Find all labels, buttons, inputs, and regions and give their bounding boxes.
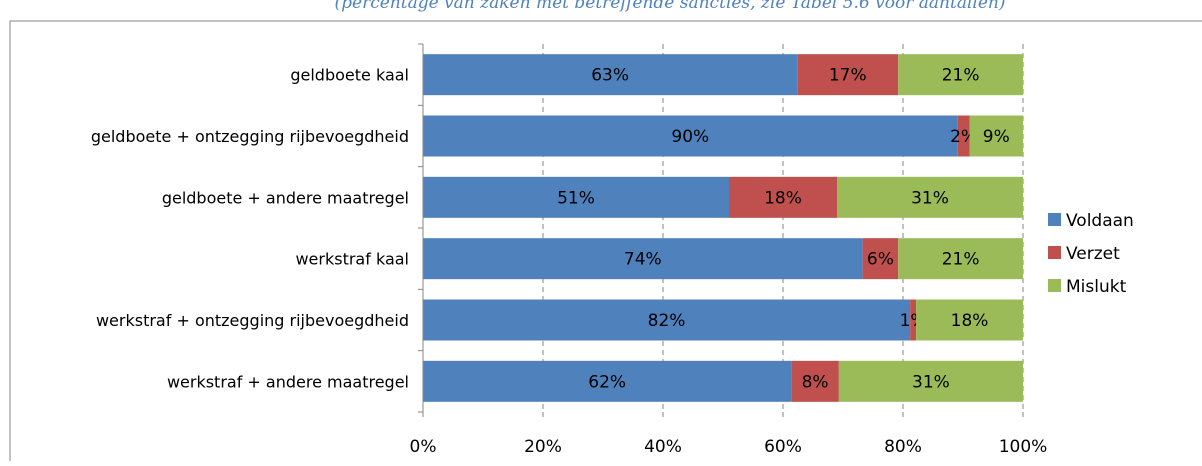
data-label: 63% xyxy=(591,66,629,86)
category-label: werkstraf kaal xyxy=(295,250,409,269)
data-label: 6% xyxy=(867,250,894,270)
x-tick-label: 80% xyxy=(884,437,922,457)
chart-caption: (percentage van zaken met betreffende sa… xyxy=(335,0,1006,13)
legend-swatch-voldaan xyxy=(1048,213,1061,226)
x-tick-label: 20% xyxy=(524,437,562,457)
data-label: 31% xyxy=(912,372,950,392)
bar-segment-voldaan xyxy=(423,299,911,341)
x-tick-label: 40% xyxy=(644,437,682,457)
bar-segment-voldaan xyxy=(423,54,798,96)
bar-segment-verzet xyxy=(797,54,899,96)
data-label: 9% xyxy=(983,127,1010,147)
x-tick-label: 100% xyxy=(999,437,1048,457)
legend-label-mislukt: Mislukt xyxy=(1066,277,1127,297)
data-label: 8% xyxy=(802,372,829,392)
bar-segment-voldaan xyxy=(423,176,729,218)
bar-segment-verzet xyxy=(791,360,839,402)
bar-segment-mislukt xyxy=(916,299,1023,341)
bars: 63% 17% 21%90% 2% 9%51% 18% 31%74% 6% 21%82% 1% 18… xyxy=(423,54,1023,402)
data-label: 90% xyxy=(671,127,709,147)
legend-swatch-mislukt xyxy=(1048,279,1061,292)
data-label: 21% xyxy=(942,66,980,86)
axes: 0% 20% 40% 60% 80% 100% geldboete kaal geldboet… xyxy=(91,43,1048,457)
bar-segment-mislukt xyxy=(898,238,1023,280)
data-label: 31% xyxy=(911,188,949,208)
category-label: geldboete + andere maatregel xyxy=(162,188,409,207)
bar-segment-verzet xyxy=(910,299,917,341)
x-tick-label: 0% xyxy=(410,437,437,457)
category-label: geldboete + ontzegging rijbevoegdheid xyxy=(91,127,409,146)
data-label: 18% xyxy=(764,188,802,208)
plot-frame xyxy=(9,20,1202,466)
legend-swatch-verzet xyxy=(1048,246,1061,259)
data-label: 62% xyxy=(588,372,626,392)
bar-segment-voldaan xyxy=(423,360,792,402)
data-label: 51% xyxy=(557,188,595,208)
category-label: geldboete kaal xyxy=(290,66,409,85)
bar-segment-mislukt xyxy=(837,176,1023,218)
legend-label-voldaan: Voldaan xyxy=(1066,211,1134,231)
x-tick-label: 60% xyxy=(764,437,802,457)
data-label: 17% xyxy=(829,66,867,86)
bar-segment-verzet xyxy=(729,176,837,218)
category-label: werkstraf + andere maatregel xyxy=(167,372,409,391)
bar-segment-mislukt xyxy=(838,360,1023,402)
legend-label-verzet: Verzet xyxy=(1066,244,1120,264)
category-label: werkstraf + ontzegging rijbevoegdheid xyxy=(96,311,409,330)
data-label: 82% xyxy=(648,311,686,331)
legend: Voldaan Verzet Mislukt xyxy=(1048,211,1134,297)
bar-segment-verzet xyxy=(957,115,970,157)
data-label: 74% xyxy=(624,250,662,270)
bar-segment-voldaan xyxy=(423,115,958,157)
bar-segment-mislukt xyxy=(969,115,1023,157)
bar-segment-mislukt xyxy=(898,54,1023,96)
data-label: 21% xyxy=(942,250,980,270)
bar-segment-voldaan xyxy=(423,238,863,280)
bar-segment-verzet xyxy=(862,238,899,280)
data-label: 18% xyxy=(951,311,989,331)
gridlines xyxy=(542,44,1024,412)
